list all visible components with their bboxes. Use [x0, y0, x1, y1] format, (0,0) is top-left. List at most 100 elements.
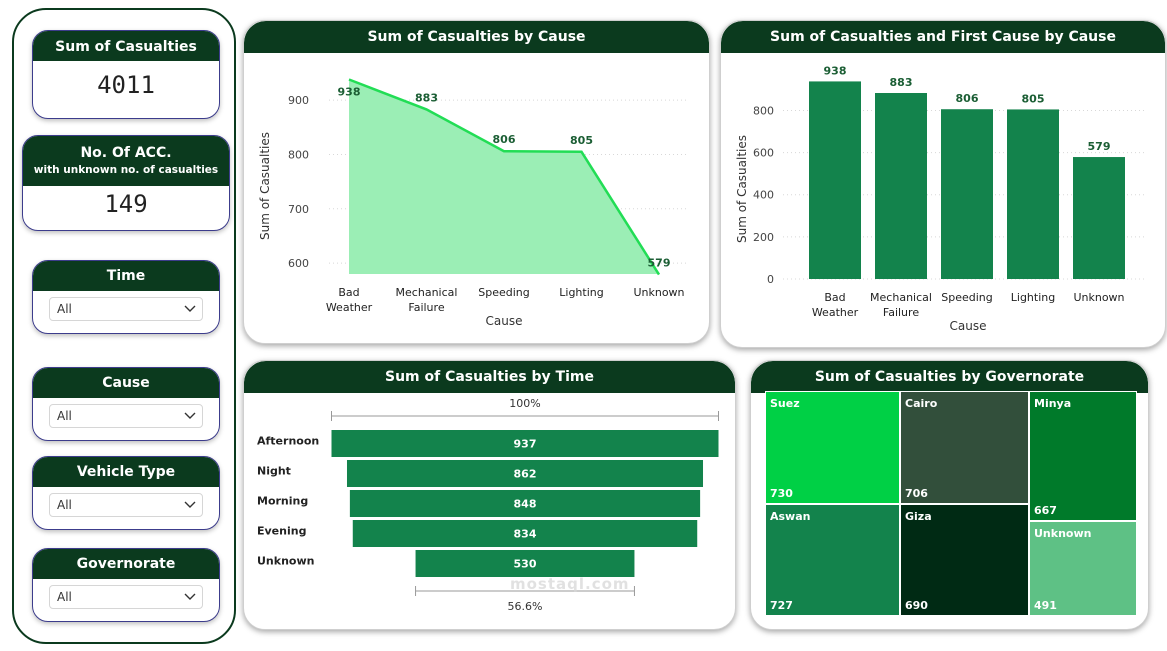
bar: [941, 109, 993, 280]
data-label: 579: [1088, 140, 1111, 153]
slicer-time: Time All: [32, 260, 220, 334]
x-tick-label: Unknown: [633, 286, 684, 299]
tile-label: Unknown: [1034, 527, 1092, 540]
chart-title: Sum of Casualties by Governorate: [751, 361, 1148, 393]
data-label: 938: [824, 64, 847, 77]
kpi-title-block: No. Of ACC. with unknown no. of casualti…: [23, 136, 229, 186]
y-tick-label: 400: [753, 189, 774, 202]
governorate-dropdown[interactable]: All: [49, 585, 203, 609]
y-tick-label: 600: [753, 147, 774, 160]
chevron-down-icon: [184, 593, 196, 600]
y-tick-label: 800: [288, 148, 309, 161]
x-tick-label: Bad: [824, 291, 845, 304]
treemap-tile-unknown[interactable]: Unknown 491: [1029, 521, 1137, 616]
bar: [875, 93, 927, 280]
x-tick-label: Unknown: [1073, 291, 1124, 304]
kpi-card-casualties: Sum of Casualties 4011: [32, 30, 220, 119]
kpi-title: Sum of Casualties: [33, 31, 219, 61]
bottom-percent-label: 56.6%: [508, 600, 543, 613]
treemap-tile-minya[interactable]: Minya 667: [1029, 391, 1137, 521]
bar-chart: 0 200 400 600 800 938 883 806 805 579 Bad Weather Me…: [735, 64, 1146, 333]
slicer-title: Vehicle Type: [33, 457, 219, 487]
chart-title: Sum of Casualties and First Cause by Cau…: [721, 21, 1165, 53]
treemap-tile-aswan[interactable]: Aswan 727: [765, 504, 900, 616]
tile-label: Giza: [905, 510, 932, 523]
tile-label: Aswan: [770, 510, 811, 523]
slicer-title: Governorate: [33, 549, 219, 579]
x-tick-label: Failure: [408, 301, 444, 314]
vehicle-type-dropdown[interactable]: All: [49, 493, 203, 517]
chart-title: Sum of Casualties by Time: [244, 361, 735, 393]
chevron-down-icon: [184, 501, 196, 508]
dropdown-value: All: [57, 498, 72, 512]
data-label: 806: [493, 133, 516, 146]
y-tick-label: 200: [753, 231, 774, 244]
kpi-value: 149: [104, 190, 148, 218]
data-label: 938: [338, 86, 361, 99]
category-label: Morning: [257, 495, 308, 508]
time-dropdown[interactable]: All: [49, 297, 203, 321]
funnel-chart-card: Sum of Casualties by Time 100% 937 Afterno…: [243, 360, 736, 630]
category-label: Night: [257, 465, 291, 478]
y-tick-label: 800: [753, 104, 774, 117]
area-chart-card: Sum of Casualties by Cause 600 700 800 900 9…: [243, 20, 710, 344]
category-label: Evening: [257, 525, 306, 538]
funnel-bar: [349, 490, 701, 517]
x-axis-label: Cause: [486, 314, 523, 328]
dropdown-value: All: [57, 302, 72, 316]
y-tick-label: 600: [288, 257, 309, 270]
data-label: 883: [415, 91, 438, 104]
dropdown-value: All: [57, 409, 72, 423]
tile-value: 706: [905, 487, 928, 500]
data-label: 937: [514, 438, 537, 451]
funnel-bar: [352, 520, 698, 547]
kpi-subtitle: with unknown no. of casualties: [33, 164, 219, 176]
treemap-card: Sum of Casualties by Governorate Suez 73…: [750, 360, 1149, 630]
x-tick-label: Mechanical: [870, 291, 932, 304]
area-line: [348, 78, 661, 276]
tile-value: 730: [770, 487, 793, 500]
chevron-down-icon: [184, 412, 196, 419]
category-label: Afternoon: [257, 435, 319, 448]
tile-label: Suez: [770, 397, 800, 410]
category-label: Unknown: [257, 555, 314, 568]
data-label: 862: [514, 468, 537, 481]
x-tick-label: Lighting: [1011, 291, 1055, 304]
dropdown-value: All: [57, 590, 72, 604]
data-label: 530: [514, 558, 537, 571]
x-tick-label: Weather: [812, 306, 859, 319]
y-tick-label: 900: [288, 94, 309, 107]
tile-value: 491: [1034, 599, 1057, 612]
kpi-value: 4011: [97, 71, 155, 99]
slicer-title: Time: [33, 261, 219, 291]
y-axis-label: Sum of Casualties: [735, 135, 749, 243]
x-tick-label: Weather: [326, 301, 373, 314]
bar-chart-card: Sum of Casualties and First Cause by Cau…: [720, 20, 1166, 348]
x-tick-label: Lighting: [559, 286, 603, 299]
kpi-title: No. Of ACC.: [80, 145, 172, 161]
funnel-bar: [346, 460, 704, 487]
slicer-title: Cause: [33, 368, 219, 398]
data-label: 805: [1022, 92, 1045, 105]
treemap-tile-suez[interactable]: Suez 730: [765, 391, 900, 504]
data-label: 805: [570, 134, 593, 147]
x-axis-label: Cause: [950, 319, 987, 333]
kpi-card-unknown-accidents: No. Of ACC. with unknown no. of casualti…: [22, 135, 230, 231]
top-percent-label: 100%: [509, 397, 540, 410]
data-label: 579: [648, 257, 671, 270]
area-chart: 600 700 800 900 938 883 806 805 579 Bad Weather Mec…: [258, 78, 689, 328]
x-tick-label: Failure: [883, 306, 919, 319]
data-label: 883: [890, 76, 913, 89]
data-label: 806: [956, 92, 979, 105]
x-tick-label: Bad: [338, 286, 359, 299]
tile-label: Minya: [1034, 397, 1072, 410]
data-label: 848: [514, 498, 537, 511]
funnel-bar: [415, 550, 635, 577]
tile-value: 667: [1034, 504, 1057, 517]
slicer-cause: Cause All: [32, 367, 220, 441]
tile-value: 727: [770, 599, 793, 612]
cause-dropdown[interactable]: All: [49, 404, 203, 428]
treemap-tile-cairo[interactable]: Cairo 706: [900, 391, 1029, 504]
slicer-governorate: Governorate All: [32, 548, 220, 622]
treemap-tile-giza[interactable]: Giza 690: [900, 504, 1029, 616]
